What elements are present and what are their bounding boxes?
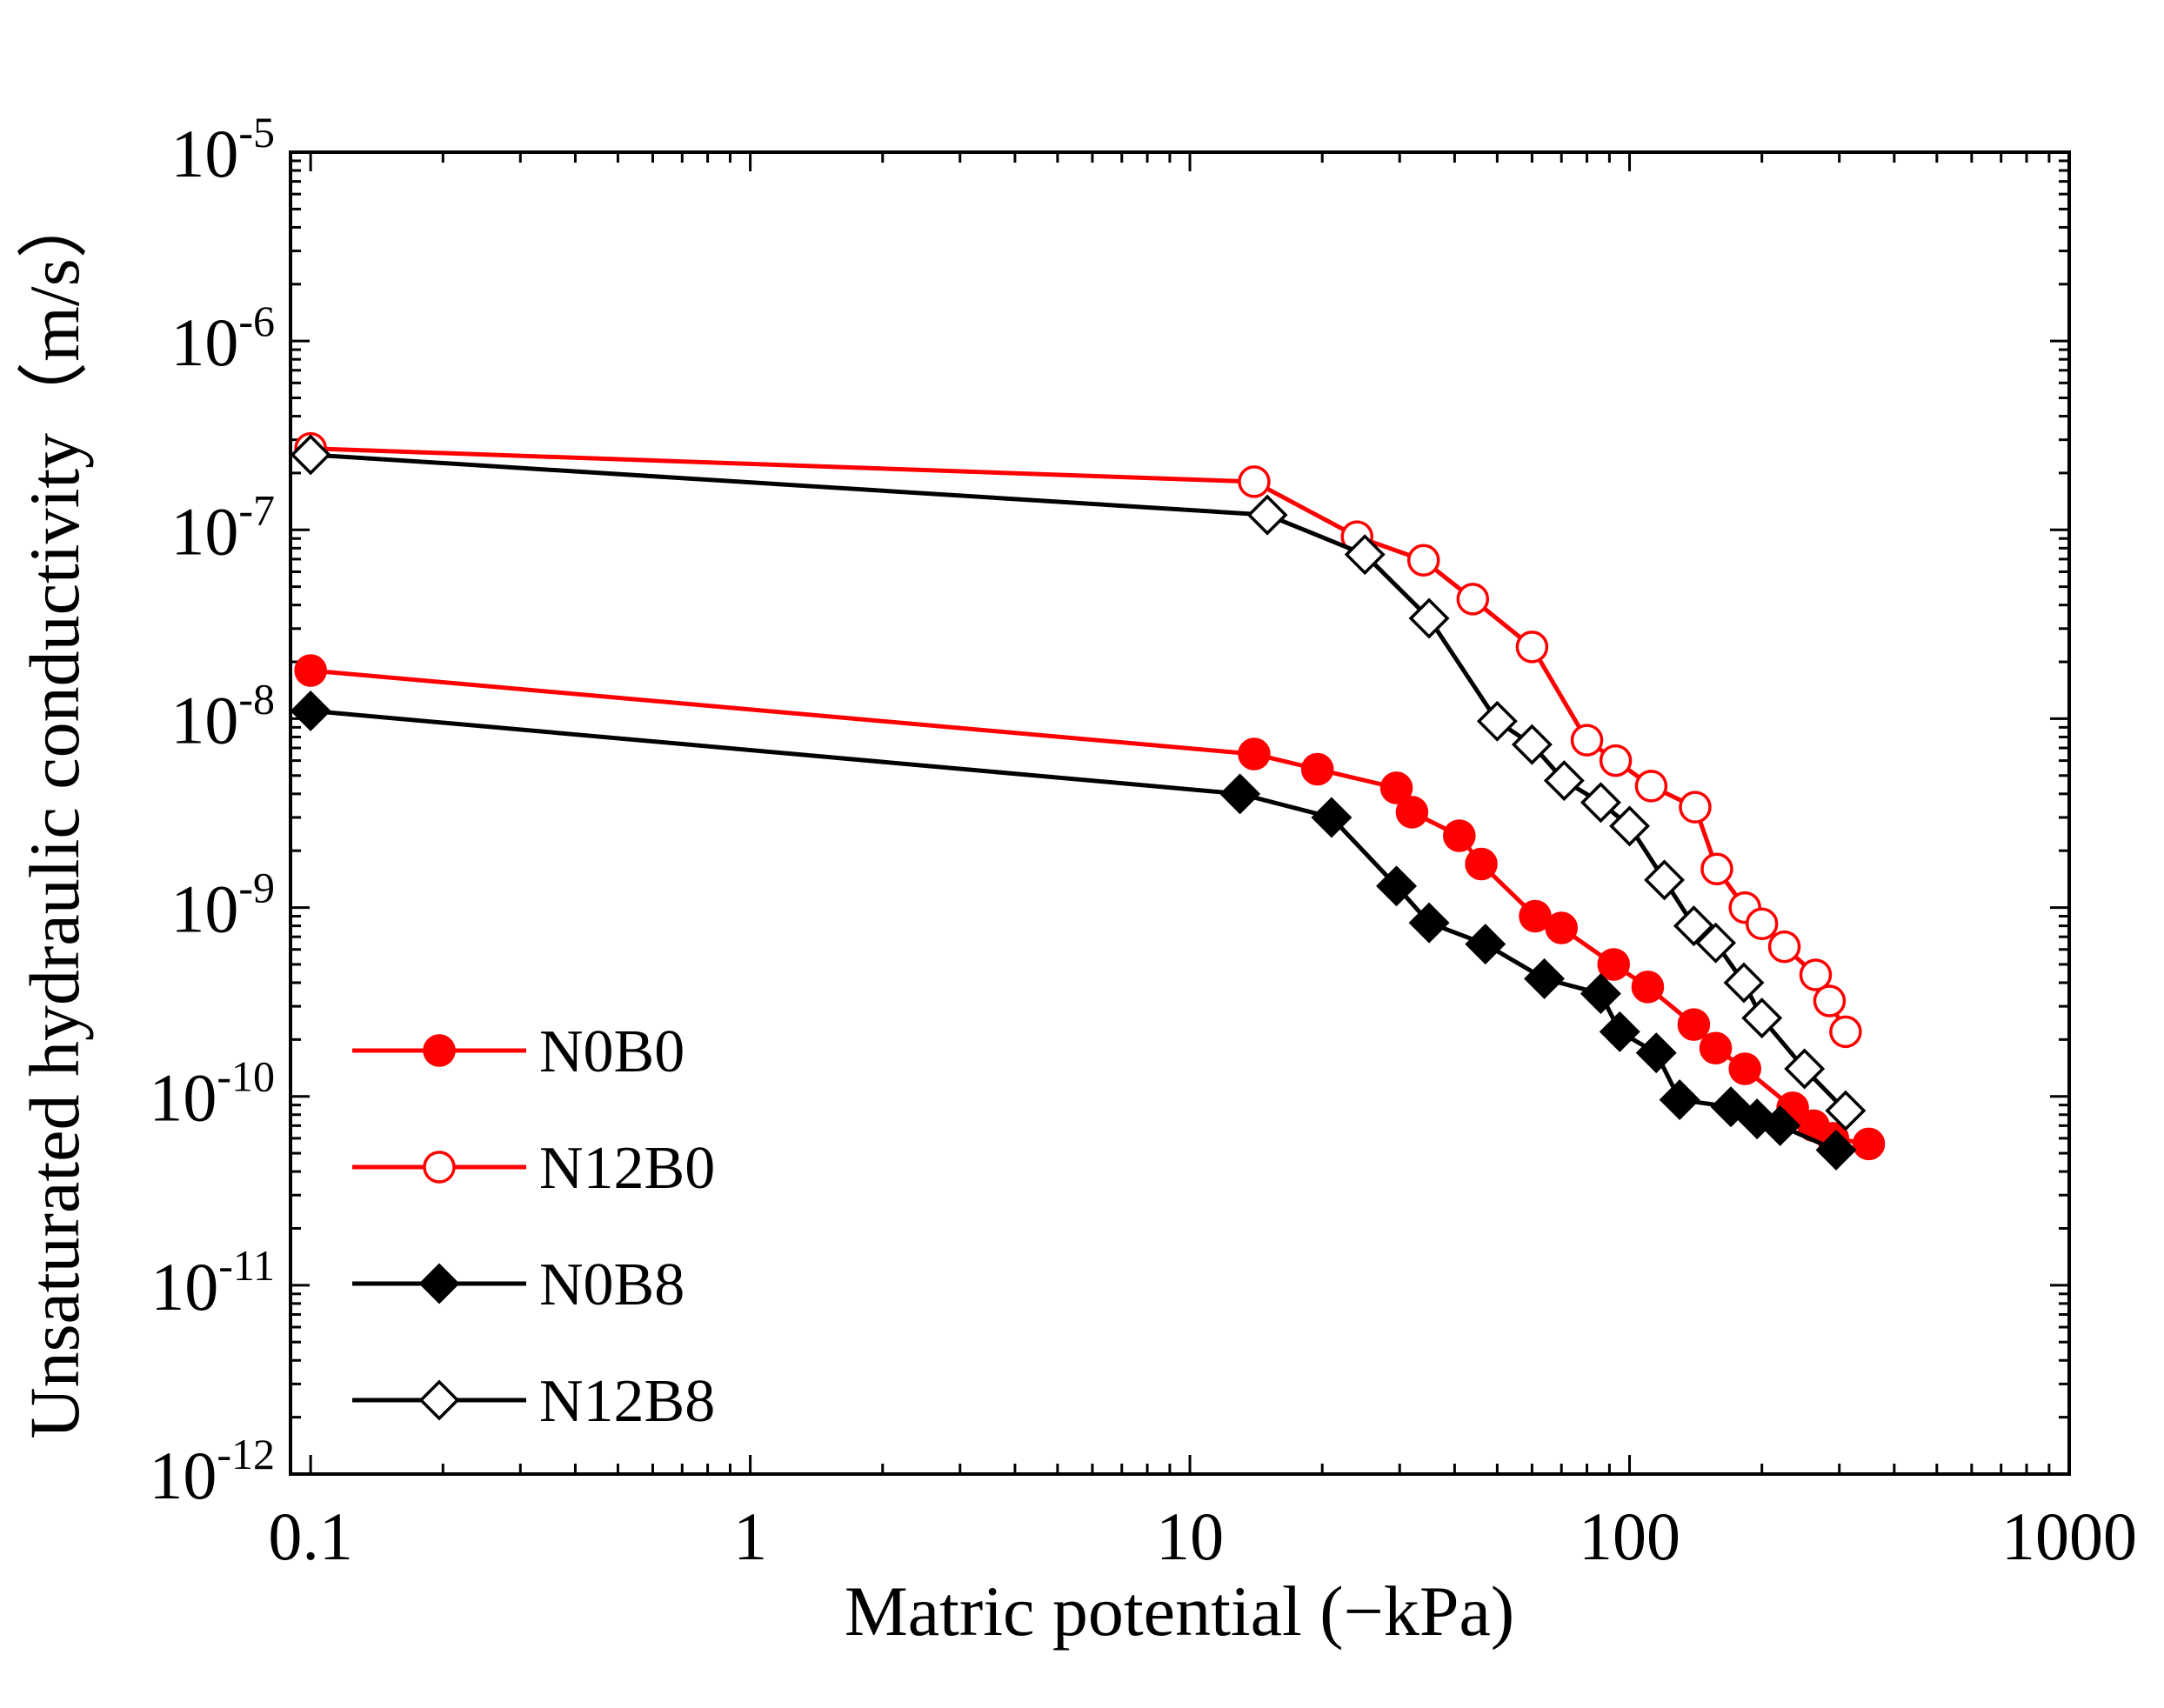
data-point-n12b8 bbox=[1644, 859, 1686, 901]
data-point-n0b0 bbox=[1677, 1008, 1711, 1041]
y-tick-label: 10-5 bbox=[170, 108, 275, 191]
series-n12b8 bbox=[290, 434, 1867, 1131]
y-tick-label: 10-6 bbox=[170, 297, 275, 380]
data-point-n12b8 bbox=[1673, 905, 1714, 947]
data-point-n12b8 bbox=[1609, 805, 1651, 847]
data-point-n12b8 bbox=[1741, 997, 1783, 1039]
data-point-n0b0 bbox=[1699, 1031, 1733, 1065]
x-tick-label: 0.1 bbox=[268, 1498, 353, 1574]
data-point-n0b0 bbox=[1545, 911, 1578, 944]
data-point-n12b0 bbox=[1406, 544, 1440, 577]
data-point-n12b8 bbox=[1344, 534, 1386, 576]
series-n12b0 bbox=[294, 431, 1862, 1049]
data-point-n0b8 bbox=[1599, 1011, 1640, 1052]
x-tick-label: 1000 bbox=[2001, 1498, 2137, 1574]
series-line-n12b8 bbox=[310, 452, 1847, 1112]
data-point-n0b8 bbox=[1524, 957, 1566, 999]
x-tick-label: 100 bbox=[1579, 1498, 1680, 1574]
data-point-n0b0 bbox=[1395, 796, 1429, 829]
x-tick-label: 1 bbox=[733, 1498, 767, 1574]
data-point-n12b0 bbox=[1634, 770, 1668, 803]
data-point-n12b0 bbox=[1799, 958, 1833, 991]
y-tick-label: 10-10 bbox=[149, 1052, 275, 1136]
data-point-n12b0 bbox=[1745, 907, 1779, 941]
legend-label-n12b8: N12B8 bbox=[539, 1368, 715, 1435]
plot-frame bbox=[289, 150, 2071, 1476]
y-tick-label: 10-9 bbox=[170, 864, 275, 947]
legend-item-n12b0: N12B0 bbox=[352, 1135, 715, 1202]
legend-item-n0b8: N0B8 bbox=[352, 1251, 685, 1318]
data-point-n0b0 bbox=[294, 654, 327, 687]
series-n0b8 bbox=[290, 690, 1857, 1171]
y-tick-label: 10-8 bbox=[170, 674, 275, 757]
y-tick-label: 10-7 bbox=[170, 485, 275, 569]
data-point-n0b0 bbox=[1728, 1052, 1761, 1085]
data-point-n0b8 bbox=[1376, 865, 1418, 907]
data-point-n12b0 bbox=[1813, 984, 1847, 1017]
data-point-n12b8 bbox=[1695, 922, 1737, 964]
data-point-n12b0 bbox=[1679, 791, 1712, 824]
data-point-n0b8 bbox=[1760, 1104, 1801, 1146]
data-point-n12b0 bbox=[1829, 1015, 1862, 1049]
data-point-n12b0 bbox=[1515, 630, 1549, 664]
legend-item-n12b8: N12B8 bbox=[352, 1368, 715, 1435]
data-point-n0b0 bbox=[1238, 737, 1271, 771]
legend-marker-n0b8 bbox=[418, 1263, 460, 1304]
data-point-n12b8 bbox=[1825, 1090, 1867, 1131]
data-point-n12b8 bbox=[1476, 700, 1518, 742]
data-point-n0b0 bbox=[1519, 899, 1552, 933]
legend-marker-n12b0 bbox=[423, 1151, 456, 1184]
y-tick-label: 10-12 bbox=[149, 1430, 275, 1513]
data-point-n12b8 bbox=[1580, 782, 1621, 824]
legend-label-n0b8: N0B8 bbox=[539, 1251, 685, 1318]
data-point-n0b8 bbox=[1465, 924, 1506, 965]
legend-label-n12b0: N12B0 bbox=[539, 1135, 715, 1202]
x-tick-label: 10 bbox=[1156, 1498, 1224, 1574]
data-point-n0b8 bbox=[1311, 797, 1352, 838]
legend: N0B0 N12B0 N0B8 N12B8 bbox=[352, 1018, 715, 1435]
data-point-n12b8 bbox=[1784, 1048, 1826, 1090]
data-point-n0b8 bbox=[290, 690, 331, 731]
data-point-n12b0 bbox=[1238, 465, 1271, 498]
legend-marker-n12b8 bbox=[418, 1379, 460, 1421]
data-point-n0b0 bbox=[1465, 847, 1498, 881]
legend-label-n0b0: N0B0 bbox=[539, 1018, 685, 1085]
data-point-n0b0 bbox=[1300, 752, 1334, 786]
data-point-n0b8 bbox=[1408, 902, 1450, 944]
data-point-n12b0 bbox=[1700, 852, 1733, 885]
data-point-n12b8 bbox=[1246, 494, 1288, 536]
legend-item-n0b0: N0B0 bbox=[352, 1018, 685, 1085]
data-point-n12b0 bbox=[1456, 583, 1490, 616]
y-tick-label: 10-11 bbox=[150, 1241, 275, 1324]
data-point-n0b0 bbox=[1597, 948, 1630, 981]
series-layer bbox=[290, 431, 1886, 1171]
data-point-n0b8 bbox=[1219, 773, 1261, 815]
data-point-n0b0 bbox=[1443, 819, 1476, 852]
data-point-n12b0 bbox=[1599, 744, 1633, 777]
data-point-n0b8 bbox=[1659, 1079, 1700, 1121]
data-point-n0b8 bbox=[1815, 1129, 1857, 1171]
x-axis-label: Matric potential (−kPa) bbox=[845, 1571, 1514, 1651]
data-point-n0b0 bbox=[1852, 1127, 1886, 1161]
data-point-n12b0 bbox=[1767, 930, 1801, 964]
data-point-n0b0 bbox=[1379, 771, 1413, 804]
data-point-n0b0 bbox=[1631, 971, 1665, 1004]
data-point-n0b8 bbox=[1580, 973, 1621, 1015]
data-point-n12b8 bbox=[1408, 597, 1450, 639]
y-axis-label: Unsaturated hydraulic conductivity（m/s） bbox=[15, 187, 94, 1438]
data-point-n12b8 bbox=[290, 434, 331, 476]
data-point-n0b8 bbox=[1635, 1032, 1677, 1074]
label-layer: 0.1 1 10 100 1000 10-12 10-11 10-10 10-9 10-8 10-7… bbox=[149, 108, 2137, 1574]
data-point-n12b8 bbox=[1543, 760, 1585, 802]
data-point-n12b8 bbox=[1723, 962, 1765, 1004]
legend-marker-n0b0 bbox=[423, 1034, 456, 1067]
data-point-n12b0 bbox=[1570, 724, 1604, 757]
data-point-n12b8 bbox=[1511, 724, 1553, 765]
